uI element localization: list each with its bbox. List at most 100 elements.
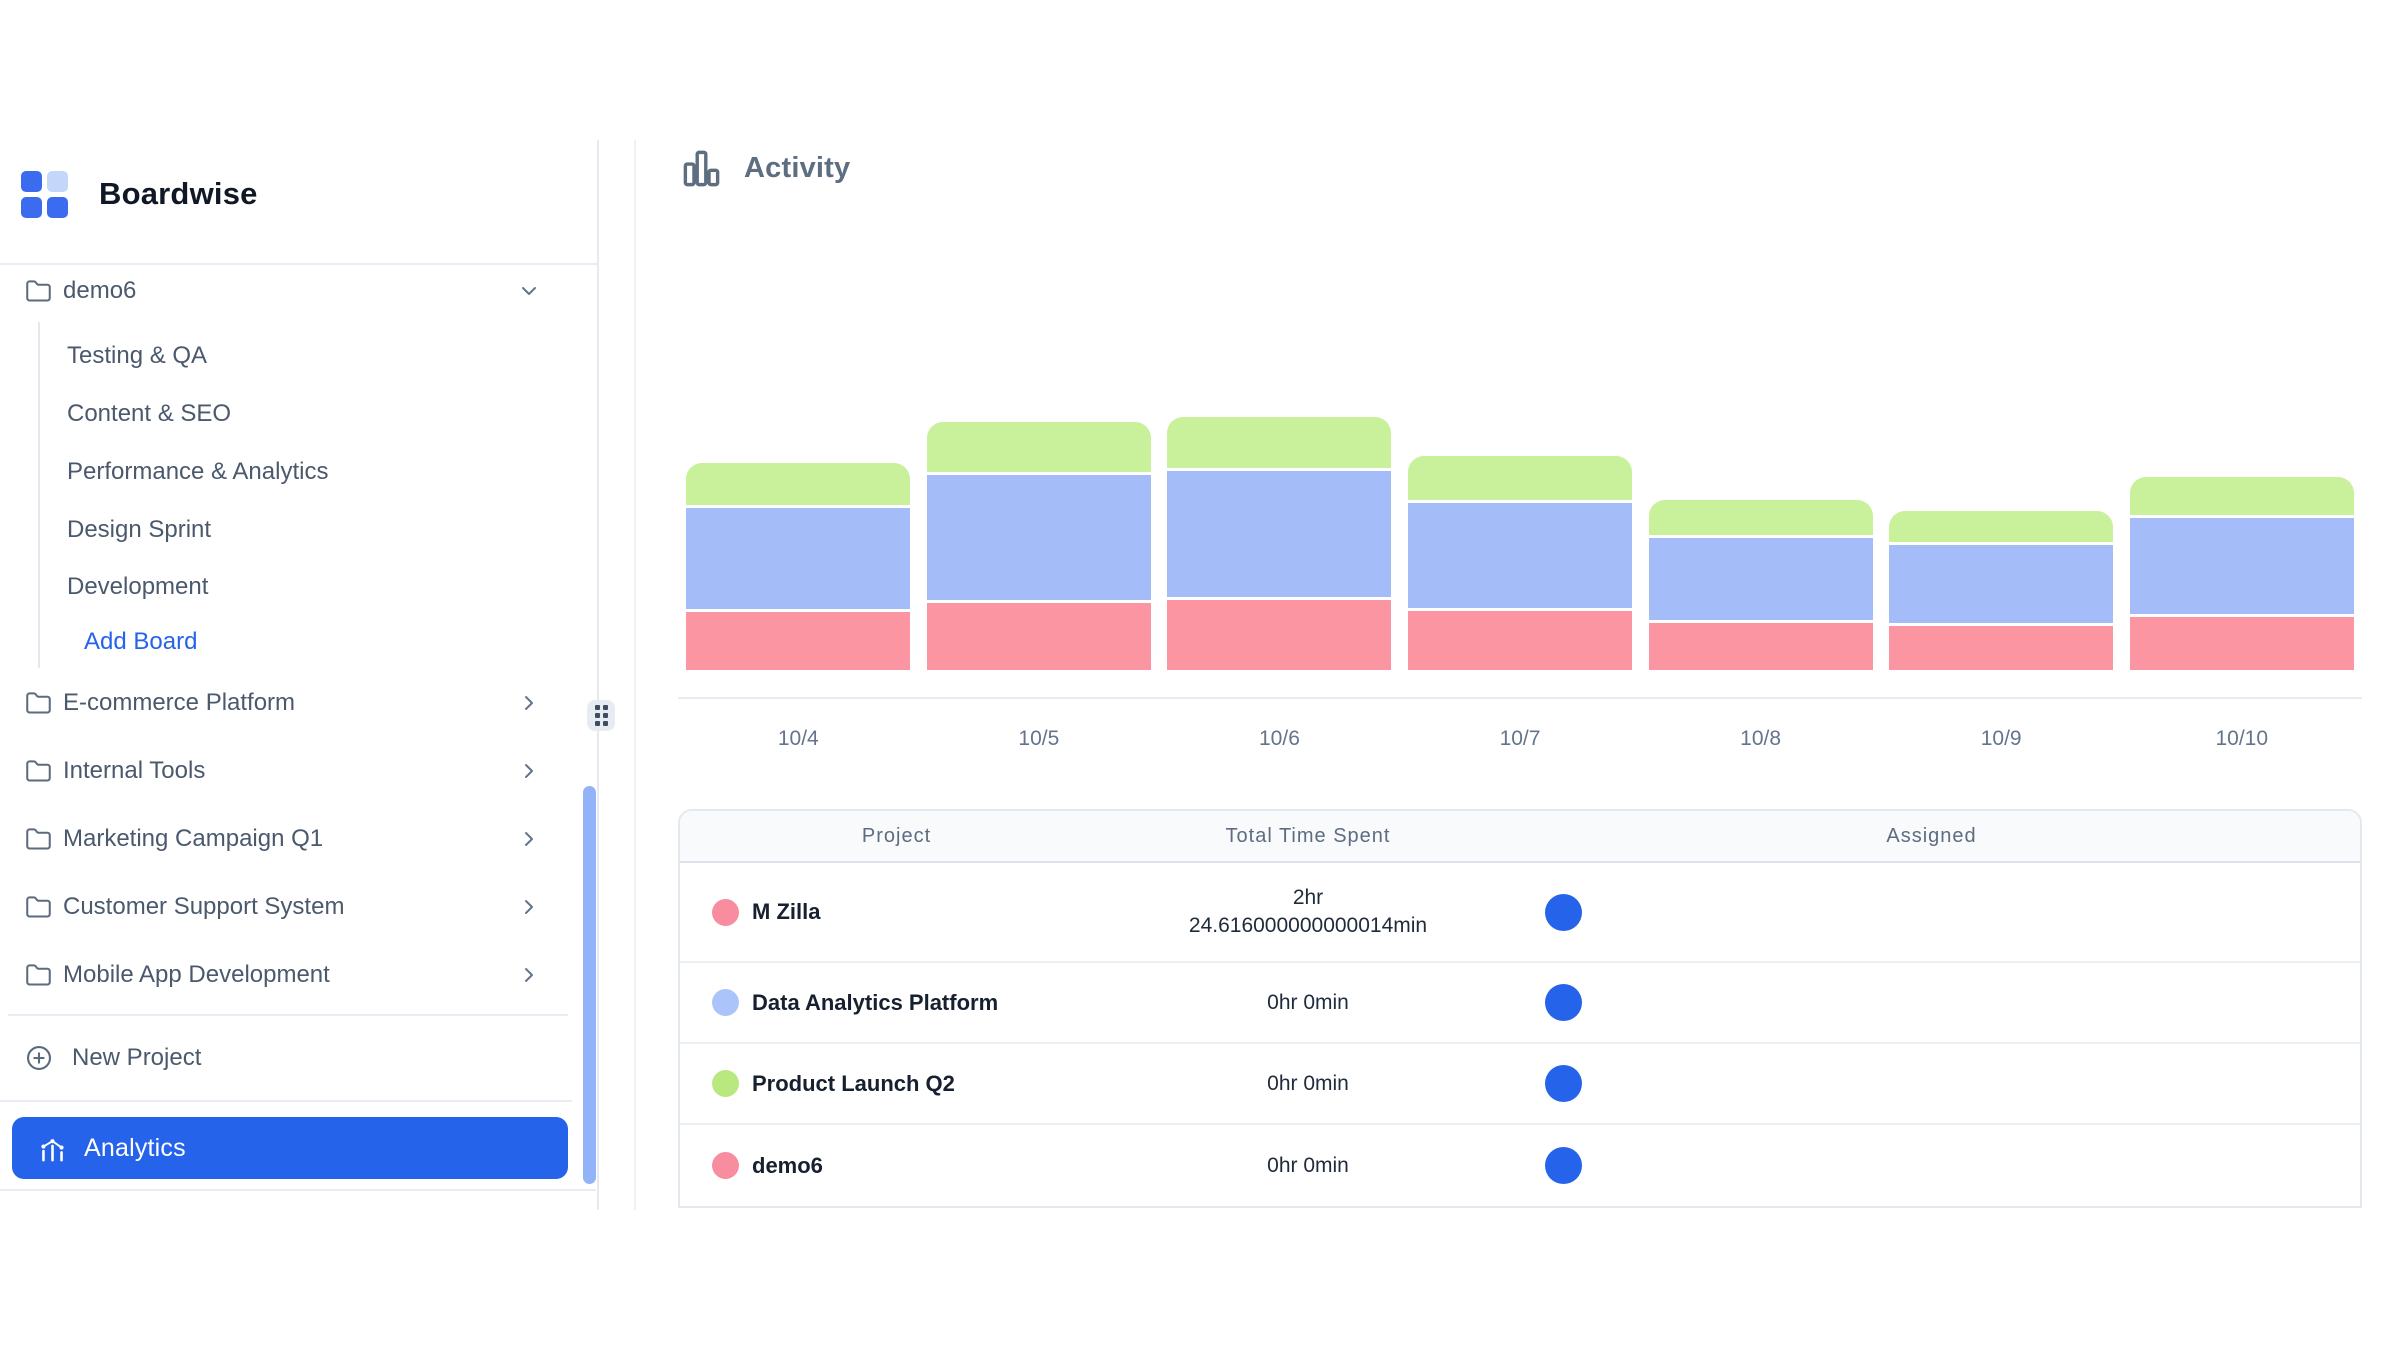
chart-band [1640, 400, 1881, 670]
chevron-right-icon[interactable] [517, 759, 541, 783]
time-cell: 2hr 24.616000000000014min [1113, 884, 1503, 940]
time-line: 0hr 0min [1267, 1153, 1349, 1177]
project-cell: Product Launch Q2 [680, 1070, 1113, 1097]
folder-icon [26, 827, 51, 850]
folder-icon [26, 895, 51, 918]
x-axis-label: 10/6 [1259, 727, 1300, 750]
board-label: Performance & Analytics [67, 458, 329, 485]
time-cell: 0hr 0min [1113, 1152, 1503, 1180]
bar-segment-data-analytics-platform [2129, 518, 2354, 614]
table-row[interactable]: demo6 0hr 0min [680, 1125, 2360, 1206]
chevron-right-icon[interactable] [517, 895, 541, 919]
column-header-time: Total Time Spent [1225, 824, 1391, 847]
x-axis-label: 10/8 [1740, 727, 1782, 750]
sidebar-project-item[interactable]: Mobile App Development [0, 951, 596, 999]
activity-stacked-bar-chart [678, 400, 2362, 670]
sidebar-resize-grip[interactable] [587, 700, 615, 731]
sidebar-project-item[interactable]: E-commerce Platform [0, 679, 596, 727]
sidebar-project-demo6[interactable]: demo6 [0, 267, 596, 315]
x-axis-labels: 10/4 10/5 10/6 10/7 10/8 10/9 10/10 [678, 727, 2362, 751]
sidebar-project-item[interactable]: Customer Support System [0, 883, 596, 931]
table-row[interactable]: M Zilla 2hr 24.616000000000014min [680, 863, 2360, 963]
folder-icon [26, 759, 51, 782]
folder-icon [26, 963, 51, 986]
new-project-label: New Project [72, 1044, 202, 1071]
chevron-down-icon[interactable] [517, 279, 541, 303]
sidebar-project-item[interactable]: Marketing Campaign Q1 [0, 815, 596, 863]
stacked-bar-10/4[interactable] [686, 463, 911, 670]
bar-segment-product-launch-q2 [1648, 500, 1873, 535]
stacked-bar-10/9[interactable] [1889, 511, 2114, 670]
analytics-label: Analytics [84, 1133, 186, 1162]
project-color-dot [712, 898, 739, 926]
bar-segment-m-zilla [1889, 626, 2114, 670]
sidebar-divider [8, 1014, 568, 1016]
assignee-avatar[interactable] [1545, 1147, 1582, 1184]
project-label: demo6 [63, 277, 137, 304]
app-logo-icon [21, 170, 68, 218]
table-row[interactable]: Product Launch Q2 0hr 0min [680, 1044, 2360, 1125]
project-cell: Data Analytics Platform [680, 989, 1113, 1016]
sidebar-divider [0, 1100, 572, 1102]
chart-band [919, 400, 1160, 670]
time-cell: 0hr 0min [1113, 1070, 1503, 1098]
bar-segment-data-analytics-platform [1408, 503, 1633, 608]
bar-segment-product-launch-q2 [1167, 417, 1392, 468]
project-color-dot [712, 1070, 739, 1097]
chevron-right-icon[interactable] [517, 963, 541, 987]
section-title: Activity [744, 151, 851, 184]
project-cell: demo6 [680, 1152, 1113, 1179]
project-name: Data Analytics Platform [752, 989, 999, 1015]
logo-square [21, 196, 42, 218]
bar-segment-product-launch-q2 [2129, 477, 2354, 515]
bar-segment-data-analytics-platform [1648, 538, 1873, 620]
sidebar-scrollbar-thumb[interactable] [583, 786, 596, 1184]
assignee-avatar[interactable] [1545, 893, 1582, 931]
chart-band [678, 400, 919, 670]
add-board-button[interactable]: Add Board [0, 618, 596, 666]
bar-segment-data-analytics-platform [686, 508, 911, 609]
x-axis-label: 10/10 [2215, 727, 2269, 750]
x-axis-line [678, 697, 2362, 699]
x-axis-label: 10/4 [777, 727, 819, 750]
app-title: Boardwise [99, 176, 258, 211]
stacked-bar-10/6[interactable] [1167, 417, 1392, 670]
bar-segment-data-analytics-platform [1167, 471, 1392, 597]
sidebar-border [597, 140, 599, 1210]
column-header-assigned: Assigned [1886, 824, 1977, 847]
activity-table: Project Total Time Spent Assigned M Zill… [678, 809, 2362, 1208]
sidebar-board-item[interactable]: Design Sprint [0, 506, 596, 554]
project-label: Marketing Campaign Q1 [63, 825, 324, 852]
assignee-avatar[interactable] [1545, 1065, 1582, 1102]
sidebar-board-item[interactable]: Testing & QA [0, 332, 596, 380]
table-row[interactable]: Data Analytics Platform 0hr 0min [680, 963, 2360, 1044]
sidebar: Boardwise demo6 Testing & QA Content & S… [0, 0, 598, 1215]
sidebar-board-item[interactable]: Content & SEO [0, 390, 596, 438]
logo-square [47, 196, 68, 218]
sidebar-board-item[interactable]: Performance & Analytics [0, 448, 596, 496]
chart-band [1881, 400, 2122, 670]
bar-segment-m-zilla [686, 612, 911, 670]
sidebar-board-item[interactable]: Development [0, 563, 596, 611]
new-project-button[interactable]: New Project [0, 1034, 596, 1082]
chevron-right-icon[interactable] [517, 691, 541, 715]
table-header-row: Project Total Time Spent Assigned [680, 811, 2360, 863]
project-color-dot [712, 1152, 739, 1179]
stacked-bar-10/7[interactable] [1408, 456, 1633, 670]
sidebar-project-item[interactable]: Internal Tools [0, 747, 596, 795]
chevron-right-icon[interactable] [517, 827, 541, 851]
board-label: Testing & QA [67, 342, 208, 369]
project-cell: M Zilla [680, 898, 1113, 926]
assignee-avatar[interactable] [1545, 984, 1582, 1021]
stacked-bar-10/10[interactable] [2129, 477, 2354, 670]
x-axis-label: 10/5 [1018, 727, 1060, 750]
plus-circle-icon [26, 1045, 52, 1071]
main-panel-border [634, 140, 636, 1210]
project-color-dot [712, 989, 739, 1016]
sidebar-bottom-divider [0, 1189, 596, 1191]
stacked-bar-10/8[interactable] [1648, 500, 1873, 670]
project-label: E-commerce Platform [63, 689, 296, 716]
app-logo-row: Boardwise [21, 170, 258, 218]
analytics-nav-button[interactable]: Analytics [12, 1117, 568, 1179]
stacked-bar-10/5[interactable] [926, 422, 1151, 670]
